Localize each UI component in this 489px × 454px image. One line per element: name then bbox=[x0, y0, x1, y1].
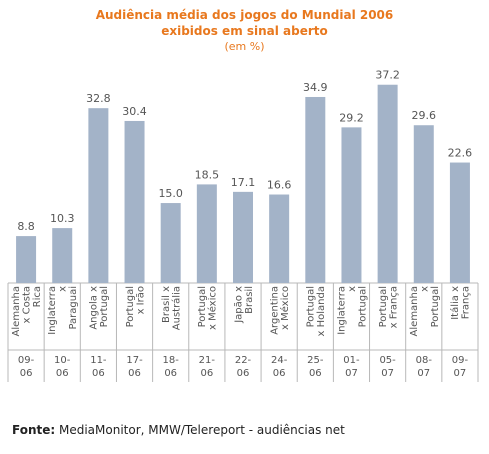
category-label: x Costa bbox=[22, 286, 33, 323]
category-label: França bbox=[461, 286, 472, 319]
category-label: Rica bbox=[32, 286, 43, 307]
bar bbox=[16, 236, 37, 283]
date-label: 07 bbox=[417, 368, 430, 379]
bar-value-label: 22.6 bbox=[448, 147, 473, 160]
date-label: 25- bbox=[307, 355, 324, 366]
category-label: x bbox=[419, 286, 430, 292]
category-label: x México bbox=[207, 286, 219, 330]
date-label: 07 bbox=[345, 368, 358, 379]
bar-value-label: 34.9 bbox=[303, 81, 328, 94]
source-text: MediaMonitor, MMW/Telereport - audiência… bbox=[55, 423, 345, 437]
bar-value-label: 37.2 bbox=[375, 69, 400, 82]
category-label: x Irão bbox=[135, 286, 146, 314]
source-label: Fonte: bbox=[12, 423, 56, 437]
bar bbox=[341, 127, 362, 283]
bar bbox=[413, 125, 434, 284]
category-label: Portugal bbox=[378, 286, 389, 327]
category-label: Alemanha bbox=[11, 286, 22, 336]
category-label: Portugal bbox=[357, 286, 368, 327]
date-label: 21- bbox=[199, 355, 216, 366]
date-label: 06 bbox=[200, 368, 213, 379]
bar-value-label: 30.4 bbox=[122, 105, 147, 118]
bar-value-label: 17.1 bbox=[231, 176, 256, 189]
date-label: 06 bbox=[56, 368, 69, 379]
date-label: 22- bbox=[235, 355, 252, 366]
date-label: 06 bbox=[164, 368, 177, 379]
bar bbox=[449, 162, 470, 283]
chart-subtitle: (em %) bbox=[224, 40, 265, 53]
category-label: Inglaterra bbox=[47, 286, 58, 335]
date-label: 06 bbox=[237, 368, 250, 379]
bar-value-label: 8.8 bbox=[17, 220, 35, 233]
date-label: 24- bbox=[271, 355, 288, 366]
date-label: 10- bbox=[54, 355, 71, 366]
category-label: Portugal bbox=[125, 286, 136, 327]
category-label: Austrália bbox=[170, 286, 182, 330]
bar bbox=[88, 108, 109, 284]
bar-value-label: 18.5 bbox=[195, 168, 220, 181]
date-label: 06 bbox=[92, 368, 105, 379]
category-label: Itália x bbox=[449, 286, 461, 320]
bar bbox=[269, 194, 290, 283]
bar bbox=[305, 96, 326, 283]
date-label: 09- bbox=[452, 355, 469, 366]
chart-title-line-1: Audiência média dos jogos do Mundial 200… bbox=[95, 8, 394, 22]
category-label: Angola x bbox=[89, 286, 100, 330]
category-label: x Holanda bbox=[316, 286, 327, 336]
date-label: 07 bbox=[454, 368, 467, 379]
bar-value-label: 15.0 bbox=[158, 187, 183, 200]
category-label: Portugal bbox=[99, 286, 110, 327]
category-label: Brasil x bbox=[161, 286, 172, 323]
date-label: 08- bbox=[416, 355, 433, 366]
category-label: x México bbox=[279, 286, 291, 330]
date-label: 06 bbox=[128, 368, 141, 379]
chart-title-line-2: exibidos em sinal aberto bbox=[161, 24, 328, 38]
bar-value-label: 29.6 bbox=[412, 109, 437, 122]
category-label: Portugal bbox=[306, 286, 317, 327]
category-label: Portugal bbox=[197, 286, 208, 327]
bar-value-label: 29.2 bbox=[339, 111, 364, 124]
bar-value-label: 10.3 bbox=[50, 212, 75, 225]
date-label: 06 bbox=[273, 368, 286, 379]
date-label: 05- bbox=[379, 355, 396, 366]
date-label: 06 bbox=[20, 368, 33, 379]
date-label: 18- bbox=[163, 355, 180, 366]
bar bbox=[124, 120, 145, 283]
bar bbox=[377, 84, 398, 283]
bar-value-label: 16.6 bbox=[267, 179, 292, 192]
date-label: 11- bbox=[90, 355, 107, 366]
source-footer: Fonte: MediaMonitor, MMW/Telereport - au… bbox=[12, 423, 345, 437]
date-label: 09- bbox=[18, 355, 35, 366]
date-label: 01- bbox=[343, 355, 360, 366]
category-label: Argentina bbox=[269, 286, 280, 335]
date-label: 06 bbox=[309, 368, 322, 379]
category-label: Portugal bbox=[430, 286, 441, 327]
bar bbox=[233, 191, 253, 283]
category-label: x França bbox=[388, 286, 399, 328]
category-label: Inglaterra bbox=[336, 286, 347, 335]
category-label: Japão x bbox=[233, 286, 244, 324]
category-label: Brasil bbox=[244, 286, 255, 314]
category-label: x bbox=[347, 286, 358, 292]
category-label: Paraguai bbox=[68, 286, 79, 330]
category-label: Alemanha bbox=[409, 286, 420, 336]
category-label: x bbox=[58, 286, 69, 292]
bar bbox=[196, 184, 217, 283]
bar bbox=[160, 203, 181, 283]
date-label: 07 bbox=[381, 368, 394, 379]
bar-value-label: 32.8 bbox=[86, 92, 111, 105]
bar bbox=[52, 228, 73, 283]
date-label: 17- bbox=[126, 355, 143, 366]
